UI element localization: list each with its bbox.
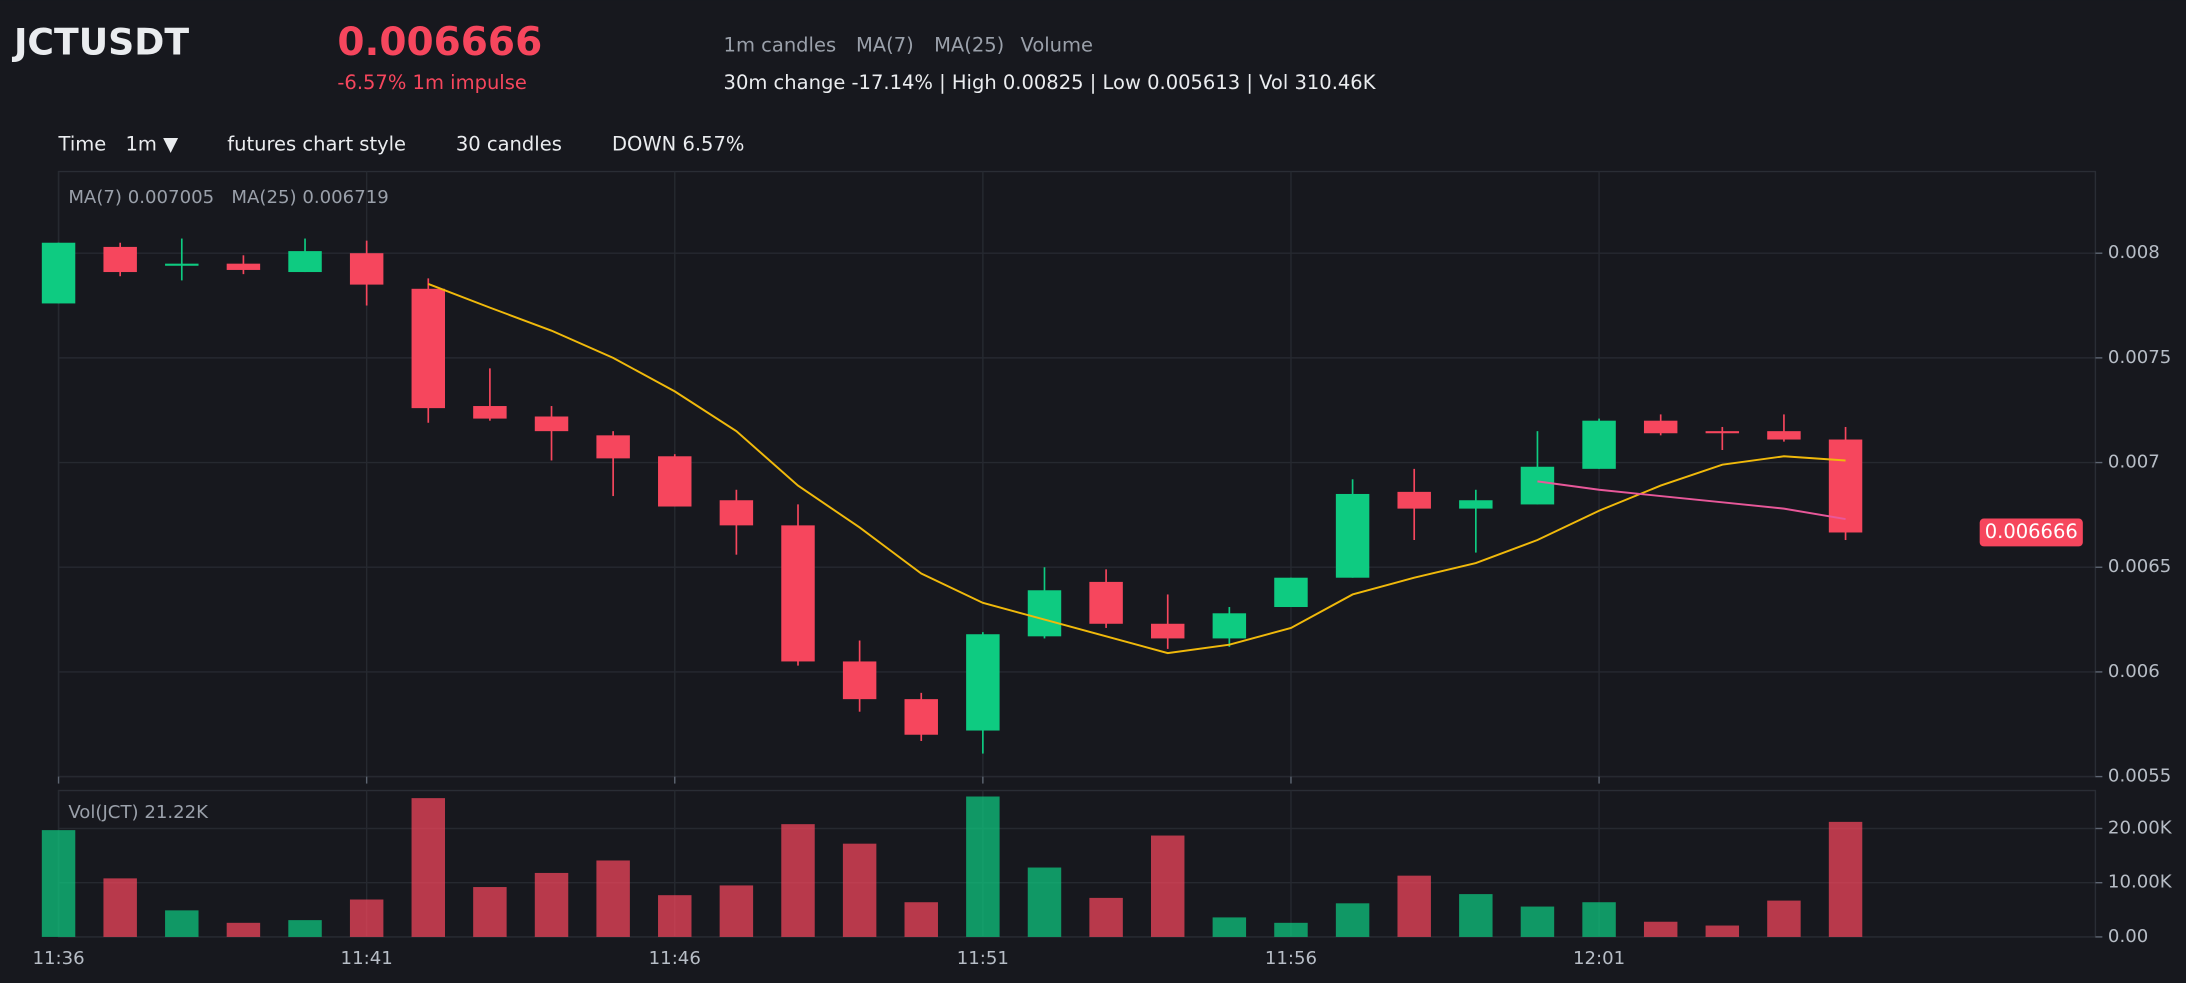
volume-bar bbox=[1397, 875, 1431, 937]
candle-body bbox=[1089, 581, 1123, 624]
volume-bar bbox=[1212, 917, 1247, 937]
y-tick-label: 0.0075 bbox=[2108, 347, 2171, 368]
price-tag-bg bbox=[1979, 518, 2083, 547]
volume-bar bbox=[1643, 921, 1678, 937]
volume-bar bbox=[1027, 867, 1062, 937]
candle-body bbox=[1767, 431, 1801, 440]
volume-bar bbox=[165, 910, 199, 937]
y-tick-label: 0.008 bbox=[2108, 242, 2160, 263]
candle-body bbox=[103, 246, 137, 273]
toolbar-item[interactable]: 1m ▼ bbox=[125, 133, 178, 156]
toolbar-item: DOWN 6.57% bbox=[612, 133, 744, 156]
volume-bar bbox=[904, 902, 938, 937]
volume-bar bbox=[411, 798, 446, 937]
x-tick-label: 11:36 bbox=[32, 948, 84, 969]
candle-body bbox=[1459, 500, 1493, 509]
indicator-label: MA(25) bbox=[934, 34, 1004, 57]
volume-bar bbox=[781, 824, 815, 937]
y-tick-label: 0.00 bbox=[2108, 926, 2148, 947]
candle-body bbox=[842, 661, 877, 700]
volume-bar bbox=[1767, 900, 1801, 937]
candle-body bbox=[1520, 466, 1555, 505]
volume-bar bbox=[1828, 821, 1863, 937]
candle-body bbox=[473, 406, 507, 419]
ma-line bbox=[1537, 480, 1846, 521]
candle-body bbox=[41, 242, 76, 304]
candle-body bbox=[658, 456, 692, 507]
candle-body bbox=[966, 634, 1000, 731]
x-tick-label: 11:56 bbox=[1265, 948, 1317, 969]
toolbar-item: futures chart style bbox=[227, 133, 406, 156]
candle-body bbox=[1582, 420, 1616, 469]
candle-body bbox=[1335, 493, 1370, 578]
symbol: JCTUSDT bbox=[11, 21, 189, 64]
candle-body bbox=[1705, 431, 1740, 434]
y-tick-label: 0.0065 bbox=[2108, 556, 2171, 577]
volume-bar bbox=[658, 895, 692, 937]
candle-body bbox=[1274, 577, 1308, 608]
x-tick-label: 11:46 bbox=[649, 948, 701, 969]
volume-bar bbox=[1582, 902, 1616, 937]
ma-legend: MA(25) 0.006719 bbox=[231, 187, 388, 208]
indicator-label: 1m candles bbox=[724, 34, 837, 57]
candle-body bbox=[904, 699, 938, 735]
volume-bar bbox=[349, 899, 384, 937]
candle-body bbox=[719, 500, 754, 526]
y-tick-label: 0.006 bbox=[2108, 661, 2160, 682]
volume-bar bbox=[1520, 906, 1555, 937]
toolbar-item: 30 candles bbox=[456, 133, 562, 156]
volume-bar bbox=[842, 843, 877, 937]
candle-body bbox=[288, 251, 322, 273]
volume-bar bbox=[719, 885, 754, 937]
volume-bar bbox=[1459, 894, 1493, 937]
volume-bar bbox=[534, 872, 569, 937]
last-price: 0.006666 bbox=[337, 20, 542, 65]
volume-bar bbox=[1089, 897, 1123, 937]
y-tick-label: 0.007 bbox=[2108, 452, 2160, 473]
candle-body bbox=[1150, 623, 1185, 639]
volume-bar bbox=[1705, 925, 1740, 937]
candle-body bbox=[534, 416, 569, 432]
volume-bar bbox=[1150, 835, 1185, 937]
change-label: -6.57% 1m impulse bbox=[337, 71, 527, 94]
candle-body bbox=[596, 435, 630, 459]
volume-bar bbox=[226, 922, 261, 937]
x-tick-label: 11:41 bbox=[341, 948, 393, 969]
candle-body bbox=[411, 288, 446, 409]
indicator-label: Volume bbox=[1021, 34, 1094, 57]
ma-line bbox=[427, 283, 1846, 655]
price-tag: 0.006666 bbox=[1985, 520, 2078, 543]
volume-bar bbox=[288, 920, 322, 937]
candle-body bbox=[1397, 491, 1431, 509]
y-tick-label: 0.0055 bbox=[2108, 766, 2171, 787]
volume-bar bbox=[473, 887, 507, 937]
volume-bar bbox=[103, 878, 137, 937]
y-tick-label: 20.00K bbox=[2108, 817, 2173, 838]
candle-body bbox=[1212, 613, 1247, 639]
candle-body bbox=[1027, 590, 1062, 637]
volume-bar bbox=[596, 860, 630, 937]
ma-legend: MA(7) 0.007005 bbox=[68, 187, 214, 208]
candle-body bbox=[226, 263, 261, 270]
y-tick-label: 10.00K bbox=[2108, 872, 2173, 893]
candle-body bbox=[165, 263, 199, 266]
volume-bar bbox=[41, 830, 76, 937]
volume-bar bbox=[1274, 922, 1308, 937]
candle-body bbox=[1643, 420, 1678, 434]
volume-bar bbox=[966, 796, 1000, 937]
grid bbox=[57, 171, 2096, 938]
summary: 30m change -17.14% | High 0.00825 | Low … bbox=[724, 71, 1377, 94]
x-tick-label: 11:51 bbox=[957, 948, 1009, 969]
indicator-label: MA(7) bbox=[856, 34, 914, 57]
candle-body bbox=[349, 253, 384, 285]
volume-bar bbox=[1335, 903, 1370, 937]
toolbar-item: Time bbox=[58, 133, 107, 156]
volume-legend: Vol(JCT) 21.22K bbox=[68, 802, 209, 823]
x-tick-label: 12:01 bbox=[1573, 948, 1625, 969]
candle-body bbox=[781, 525, 815, 662]
